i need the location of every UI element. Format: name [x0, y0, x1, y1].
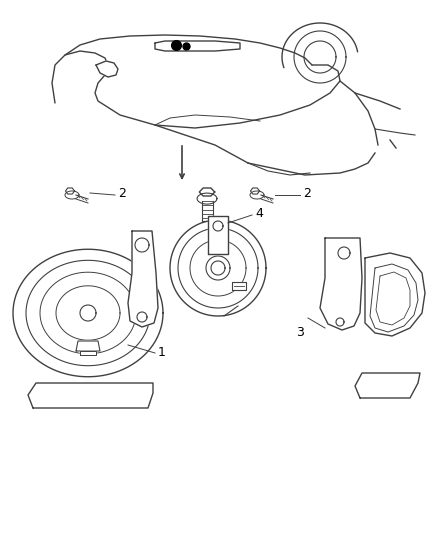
Polygon shape: [365, 253, 425, 336]
Polygon shape: [170, 220, 266, 316]
Polygon shape: [80, 351, 96, 355]
Polygon shape: [250, 191, 264, 199]
Polygon shape: [137, 312, 147, 322]
Polygon shape: [135, 238, 149, 252]
Text: 1: 1: [158, 346, 166, 359]
Polygon shape: [96, 61, 118, 77]
Polygon shape: [211, 261, 225, 275]
Polygon shape: [336, 318, 344, 326]
Polygon shape: [197, 193, 217, 204]
Polygon shape: [232, 282, 246, 290]
Polygon shape: [80, 305, 96, 321]
Polygon shape: [320, 238, 362, 330]
Polygon shape: [76, 341, 100, 351]
Polygon shape: [251, 188, 259, 194]
Polygon shape: [338, 247, 350, 259]
Polygon shape: [208, 216, 228, 254]
Polygon shape: [128, 231, 158, 327]
Polygon shape: [355, 373, 420, 398]
Polygon shape: [213, 221, 223, 231]
Text: 3: 3: [296, 326, 304, 339]
Text: 2: 2: [118, 187, 126, 200]
Polygon shape: [28, 383, 153, 408]
Polygon shape: [66, 188, 74, 194]
Polygon shape: [206, 256, 230, 280]
Polygon shape: [65, 191, 79, 199]
Polygon shape: [199, 188, 215, 196]
Text: 2: 2: [303, 187, 311, 200]
Text: 4: 4: [255, 207, 263, 220]
Polygon shape: [155, 41, 240, 51]
